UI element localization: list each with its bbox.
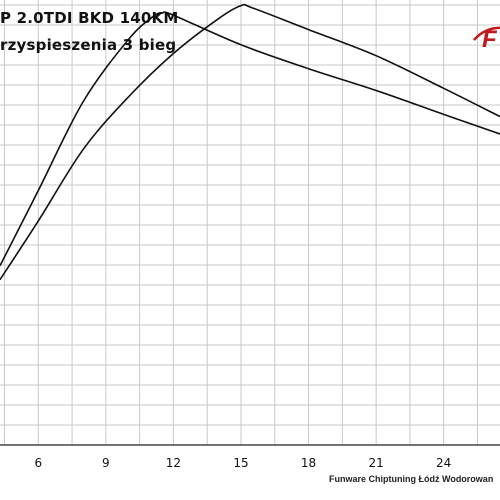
logo-text: F: [482, 26, 497, 53]
series-line-1: [0, 11, 500, 267]
x-tick-label: 12: [166, 456, 181, 470]
series-line-2: [0, 3, 500, 281]
funware-logo-icon: F: [468, 18, 500, 58]
chart-subtitle: rzyspieszenia 3 bieg: [0, 36, 177, 54]
grid: [0, 0, 500, 446]
x-tick-label: 18: [301, 456, 316, 470]
x-tick-label: 6: [34, 456, 42, 470]
x-tick-label: 15: [233, 456, 248, 470]
logo-swoosh: [473, 26, 500, 41]
footer-credit: Funware Chiptuning Łódź Wodorowan: [329, 474, 494, 484]
x-tick-label: 9: [102, 456, 110, 470]
x-tick-labels: 6 9 12 15 18 21 24: [34, 456, 451, 470]
chart-title: P 2.0TDI BKD 140KM: [0, 9, 179, 27]
series-lines: [0, 3, 500, 281]
x-tick-label: 21: [368, 456, 383, 470]
x-tick-label: 24: [436, 456, 451, 470]
